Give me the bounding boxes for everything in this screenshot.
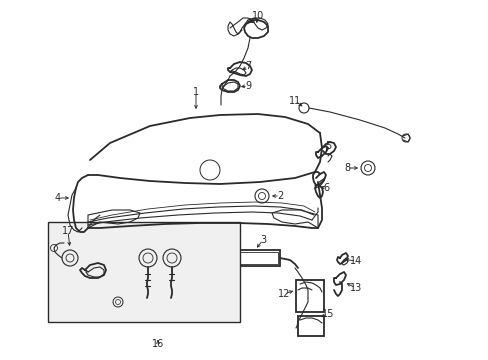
Text: 3: 3 [260, 235, 265, 245]
Bar [225, 252, 231, 264]
Text: 9: 9 [244, 81, 250, 91]
Circle shape [163, 249, 181, 267]
Bar [229, 250, 280, 266]
Text: 10: 10 [251, 11, 264, 21]
Text: 6: 6 [322, 183, 328, 193]
Text: 13: 13 [349, 283, 362, 293]
Text: 17: 17 [61, 226, 74, 236]
Text: 2: 2 [276, 191, 283, 201]
Circle shape [62, 250, 78, 266]
Text: 14: 14 [349, 256, 362, 266]
Bar [295, 280, 324, 312]
Text: 12: 12 [277, 289, 289, 299]
Text: 7: 7 [244, 61, 251, 71]
Text: 16: 16 [152, 339, 164, 349]
Text: 11: 11 [288, 96, 301, 106]
Text: 1: 1 [193, 87, 199, 97]
Bar [48, 222, 240, 322]
Text: 8: 8 [343, 163, 349, 173]
Text: 5: 5 [324, 141, 330, 151]
Bar [231, 252, 278, 264]
Text: 15: 15 [321, 309, 333, 319]
Text: 4: 4 [55, 193, 61, 203]
Circle shape [139, 249, 157, 267]
Bar [297, 316, 324, 336]
